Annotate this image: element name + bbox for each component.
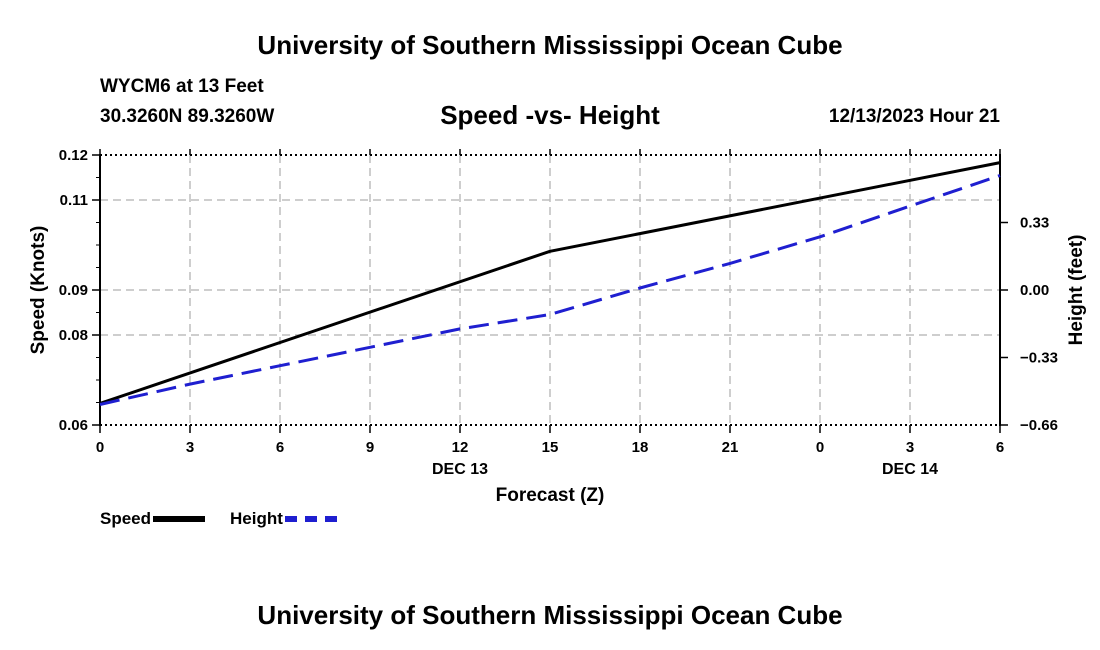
x-tick-label: 0 xyxy=(96,439,104,456)
y2-tick-label: −0.33 xyxy=(1020,350,1058,367)
x-tick-label: 9 xyxy=(366,439,374,456)
y2-axis-title: Height (feet) xyxy=(1066,235,1087,346)
x-tick-label: 12 xyxy=(452,439,469,456)
x-tick-label: 3 xyxy=(906,439,914,456)
x-tick-label: 6 xyxy=(996,439,1004,456)
y-tick-label: 0.06 xyxy=(59,417,88,434)
x-tick-label: 15 xyxy=(542,439,559,456)
legend-height: Height xyxy=(230,509,337,529)
footer-title: University of Southern Mississippi Ocean… xyxy=(257,600,843,630)
y-axis-title: Speed (Knots) xyxy=(28,226,49,355)
series-line-speed xyxy=(99,161,1001,405)
series-line-height xyxy=(99,174,1001,406)
y2-tick-label: 0.00 xyxy=(1020,282,1049,299)
x-tick-label: 6 xyxy=(276,439,284,456)
y2-tick-label: −0.66 xyxy=(1020,417,1058,434)
x-date-label: DEC 14 xyxy=(882,461,938,478)
legend-speed-swatch xyxy=(153,516,206,522)
station-coordinates: 30.3260N 89.3260W xyxy=(100,106,275,127)
x-tick-label: 21 xyxy=(722,439,739,456)
y-tick-label: 0.09 xyxy=(59,282,88,299)
y-tick-label: 0.08 xyxy=(59,327,88,344)
legend-speed: Speed xyxy=(100,509,206,529)
valid-time: 12/13/2023 Hour 21 xyxy=(828,106,1000,127)
y-tick-label: 0.11 xyxy=(60,192,88,209)
x-tick-label: 0 xyxy=(816,439,824,456)
x-tick-label: 3 xyxy=(186,439,194,456)
x-tick-label: 18 xyxy=(632,439,649,456)
legend-height-swatch xyxy=(284,516,337,522)
legend-speed-label: Speed xyxy=(100,509,152,528)
legend-height-label: Height xyxy=(230,509,283,528)
station-label: WYCM6 at 13 Feet xyxy=(100,76,264,97)
x-date-label: DEC 13 xyxy=(432,461,488,478)
chart-title: Speed -vs- Height xyxy=(440,100,660,130)
page-title: University of Southern Mississippi Ocean… xyxy=(257,30,843,60)
y2-tick-label: 0.33 xyxy=(1020,215,1049,232)
y-tick-label: 0.12 xyxy=(59,147,88,164)
x-axis-title: Forecast (Z) xyxy=(496,485,605,506)
